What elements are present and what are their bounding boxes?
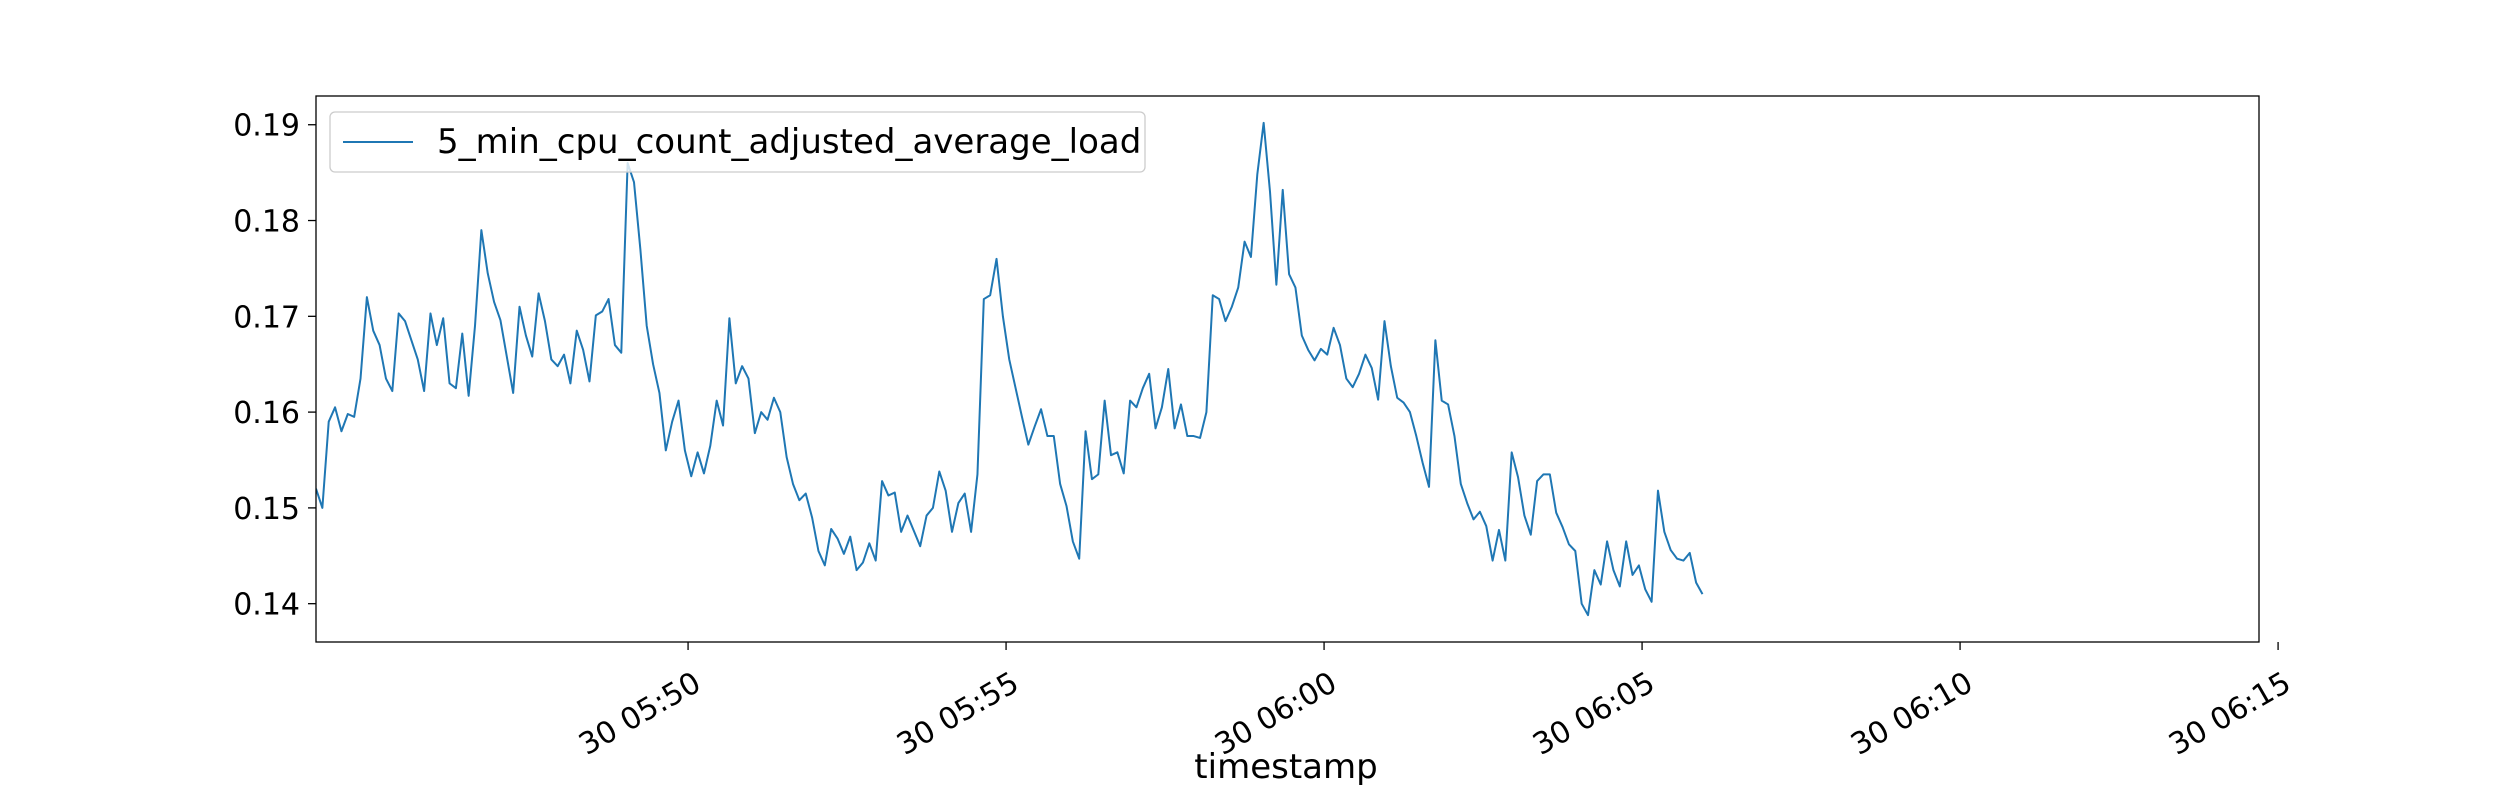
y-tick-label: 0.18 (233, 205, 300, 240)
x-tick-label: 30 06:05 (1527, 665, 1661, 762)
legend-label: 5_min_cpu_count_adjusted_average_load (437, 122, 1141, 162)
series-layer (316, 121, 1704, 617)
y-tick-label: 0.17 (233, 300, 300, 335)
y-tick-label: 0.19 (233, 109, 300, 144)
plot-area (316, 96, 2259, 642)
y-tick-label: 0.16 (233, 396, 300, 431)
x-tick-label: 30 05:55 (891, 665, 1025, 762)
x-tick-label: 30 06:10 (1845, 665, 1979, 762)
y-tick-label: 0.15 (233, 492, 300, 527)
y-tick-label: 0.14 (233, 588, 300, 623)
x-axis-label: timestamp (1194, 747, 1377, 787)
y-axis: 0.14 0.15 0.16 0.17 0.18 0.19 (233, 109, 316, 623)
legend-box (329, 111, 1146, 173)
x-tick-label: 30 05:50 (573, 665, 707, 762)
x-tick-label: 30 06:15 (2163, 665, 2297, 762)
plot-frame (315, 95, 2260, 643)
x-axis: 30 05:50 30 05:55 30 06:00 30 06:05 30 06:10… (573, 642, 2297, 763)
series-line-0 (316, 121, 1704, 617)
legend: 5_min_cpu_count_adjusted_average_load (329, 111, 1146, 173)
